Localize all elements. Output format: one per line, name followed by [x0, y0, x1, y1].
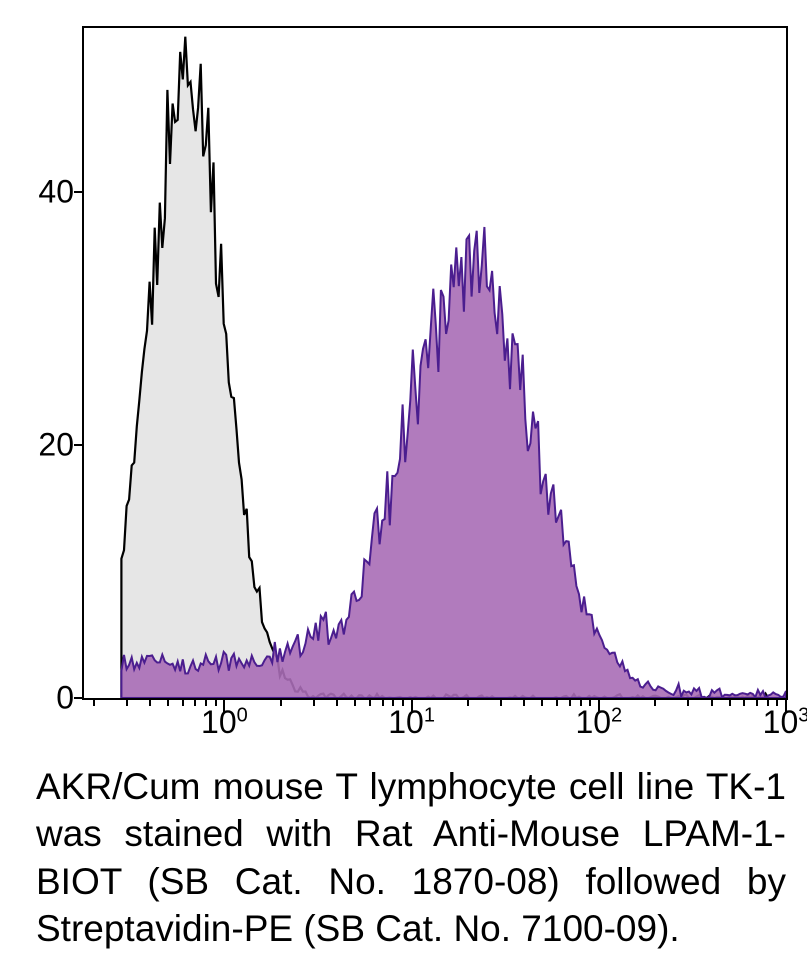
x-tick-minor: [743, 698, 745, 706]
y-tick-label: 0: [56, 680, 74, 717]
histogram-svg: [84, 28, 786, 698]
x-tick-label: 103: [763, 704, 807, 741]
x-tick-minor: [767, 698, 769, 706]
x-tick-minor: [194, 698, 196, 706]
x-tick-minor: [687, 698, 689, 706]
x-tick-minor: [167, 698, 169, 706]
x-tick-minor: [500, 698, 502, 706]
x-tick-minor: [729, 698, 731, 706]
x-tick-minor: [756, 698, 758, 706]
x-tick-minor: [569, 698, 571, 706]
y-tick: [74, 444, 84, 446]
x-tick-minor: [313, 698, 315, 706]
y-tick: [74, 191, 84, 193]
figure-root: 02040100101102103 AKR/Cum mouse T lympho…: [0, 0, 807, 956]
x-tick-minor: [711, 698, 713, 706]
x-tick-label: 100: [201, 704, 248, 741]
x-tick-minor: [205, 698, 207, 706]
x-tick-label: 102: [575, 704, 622, 741]
x-tick-minor: [392, 698, 394, 706]
x-tick-minor: [580, 698, 582, 706]
x-tick-minor: [776, 698, 778, 706]
y-tick-label: 20: [38, 427, 74, 464]
x-tick-minor: [354, 698, 356, 706]
x-tick-minor: [541, 698, 543, 706]
x-tick-minor: [336, 698, 338, 706]
x-tick-minor: [523, 698, 525, 706]
x-tick-minor: [402, 698, 404, 706]
x-tick-minor: [556, 698, 558, 706]
x-tick-minor: [369, 698, 371, 706]
figure-caption: AKR/Cum mouse T lymphocyte cell line TK-…: [36, 763, 786, 952]
x-tick-label: 101: [388, 704, 435, 741]
x-tick-minor: [589, 698, 591, 706]
y-tick: [74, 697, 84, 699]
x-tick-minor: [93, 698, 95, 706]
x-tick-minor: [654, 698, 656, 706]
plot-area: 02040100101102103: [82, 26, 788, 700]
x-tick-minor: [149, 698, 151, 706]
x-tick-minor: [215, 698, 217, 706]
y-tick-label: 40: [38, 174, 74, 211]
x-tick-minor: [182, 698, 184, 706]
x-tick-minor: [126, 698, 128, 706]
x-tick-minor: [467, 698, 469, 706]
x-tick-minor: [382, 698, 384, 706]
x-tick-minor: [280, 698, 282, 706]
